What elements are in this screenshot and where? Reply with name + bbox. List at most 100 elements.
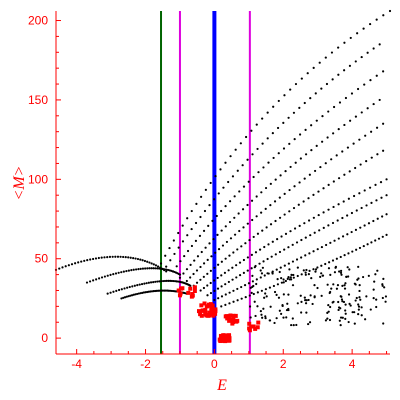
data-point	[203, 209, 207, 213]
data-point	[312, 193, 315, 196]
data-point	[344, 96, 348, 100]
data-point	[117, 288, 121, 292]
data-point	[310, 148, 313, 152]
data-point	[303, 177, 306, 180]
data-point	[217, 192, 220, 195]
data-point	[267, 243, 270, 246]
data-point	[251, 274, 254, 277]
data-point	[213, 198, 216, 201]
data-point	[195, 269, 199, 272]
data-point	[150, 290, 154, 293]
data-point	[173, 252, 176, 256]
data-point	[224, 205, 227, 208]
data-point	[348, 268, 351, 271]
data-point	[360, 206, 363, 210]
data-point	[313, 295, 316, 298]
data-point	[255, 123, 258, 126]
data-point	[300, 238, 303, 242]
data-point	[381, 284, 384, 287]
data-point	[350, 211, 354, 215]
data-point	[202, 229, 206, 232]
data-point	[319, 165, 322, 169]
data-point	[275, 293, 278, 297]
data-point	[216, 276, 219, 280]
data-point	[251, 218, 254, 222]
data-point	[111, 255, 114, 258]
x-tick-label: 4	[349, 357, 356, 371]
data-point	[266, 137, 269, 140]
data-point	[123, 287, 126, 290]
data-point	[308, 321, 312, 324]
data-point	[198, 234, 202, 237]
data-point	[327, 224, 330, 227]
data-point	[230, 321, 235, 326]
data-point	[300, 256, 303, 259]
data-point	[154, 280, 157, 283]
y-tick-label: 0	[41, 331, 48, 345]
data-point	[288, 142, 291, 145]
data-point	[346, 233, 349, 236]
data-point	[354, 299, 357, 302]
data-point	[315, 119, 318, 122]
data-point	[262, 260, 265, 263]
data-point	[142, 291, 145, 294]
data-point	[321, 274, 325, 277]
data-point	[342, 200, 345, 203]
data-point	[331, 259, 335, 262]
data-point	[365, 295, 368, 298]
data-point	[246, 256, 249, 259]
data-point	[146, 290, 149, 294]
data-point	[255, 282, 258, 286]
data-point	[250, 129, 253, 132]
data-point	[85, 281, 89, 284]
data-point	[286, 302, 289, 305]
data-point	[331, 221, 335, 225]
data-point	[95, 278, 98, 281]
data-point	[358, 138, 361, 141]
data-point	[302, 269, 305, 272]
data-point	[261, 229, 264, 232]
data-point	[356, 278, 359, 281]
data-point	[248, 238, 251, 242]
data-point	[237, 212, 240, 215]
data-point	[384, 300, 387, 303]
data-point	[112, 273, 115, 276]
data-point	[246, 269, 249, 272]
data-point	[242, 185, 246, 188]
data-point	[264, 288, 267, 291]
data-point	[131, 285, 134, 288]
data-point	[382, 14, 385, 17]
data-point	[330, 158, 333, 161]
data-point	[375, 18, 378, 21]
data-point	[231, 313, 236, 318]
data-point	[122, 270, 125, 273]
data-point	[282, 278, 285, 281]
data-point	[284, 170, 287, 173]
data-point	[212, 238, 215, 241]
data-point	[374, 183, 377, 187]
data-point	[247, 328, 252, 333]
data-point	[304, 299, 307, 302]
data-point	[252, 284, 255, 288]
series-red-points	[176, 285, 261, 344]
data-point	[305, 311, 308, 314]
data-point	[156, 280, 159, 283]
data-point	[206, 284, 209, 287]
data-point	[291, 317, 294, 320]
data-point	[220, 274, 223, 277]
data-point	[297, 203, 300, 206]
data-point	[384, 295, 388, 298]
data-point	[332, 300, 335, 303]
data-point	[370, 241, 373, 244]
data-point	[108, 255, 112, 259]
data-point	[341, 300, 344, 303]
data-point	[192, 272, 195, 276]
data-point	[334, 266, 337, 269]
data-point	[141, 267, 145, 270]
data-point	[370, 201, 373, 204]
data-point	[312, 268, 315, 271]
data-point	[293, 138, 296, 141]
data-point	[160, 267, 163, 270]
data-point	[136, 257, 140, 261]
data-point	[317, 190, 320, 193]
